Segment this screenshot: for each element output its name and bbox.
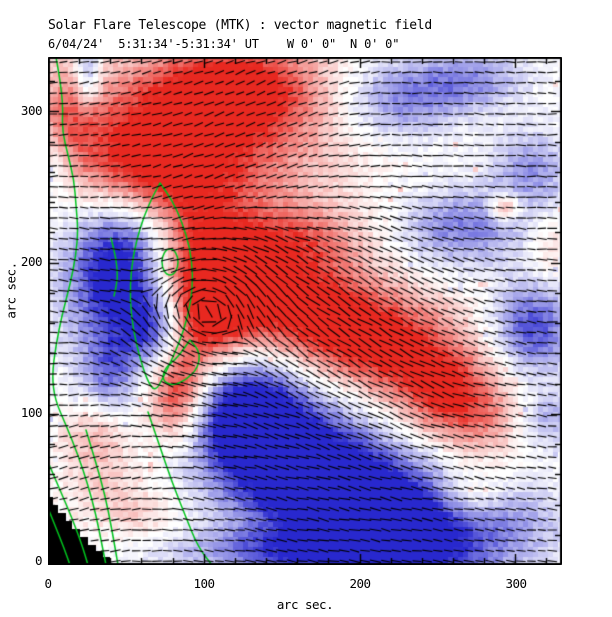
chart-title: Solar Flare Telescope (MTK) : vector mag… <box>48 18 432 33</box>
y-tick-label-200: 200 <box>20 254 43 269</box>
y-tick-label-100: 100 <box>20 405 43 420</box>
y-tick-label-0: 0 <box>34 553 43 568</box>
x-tick-label-100: 100 <box>193 576 215 591</box>
magnetogram-plot-canvas <box>48 57 562 565</box>
y-tick-label-300: 300 <box>20 103 43 118</box>
x-tick-label-0: 0 <box>44 576 52 591</box>
x-axis-label: arc sec. <box>276 597 334 612</box>
chart-subtitle: 6/04/24' 5:31:34'-5:31:34' UT W 0' 0" N … <box>48 37 400 51</box>
x-tick-label-200: 200 <box>349 576 371 591</box>
x-tick-label-300: 300 <box>505 576 527 591</box>
y-axis-label: arc sec. <box>3 262 19 319</box>
